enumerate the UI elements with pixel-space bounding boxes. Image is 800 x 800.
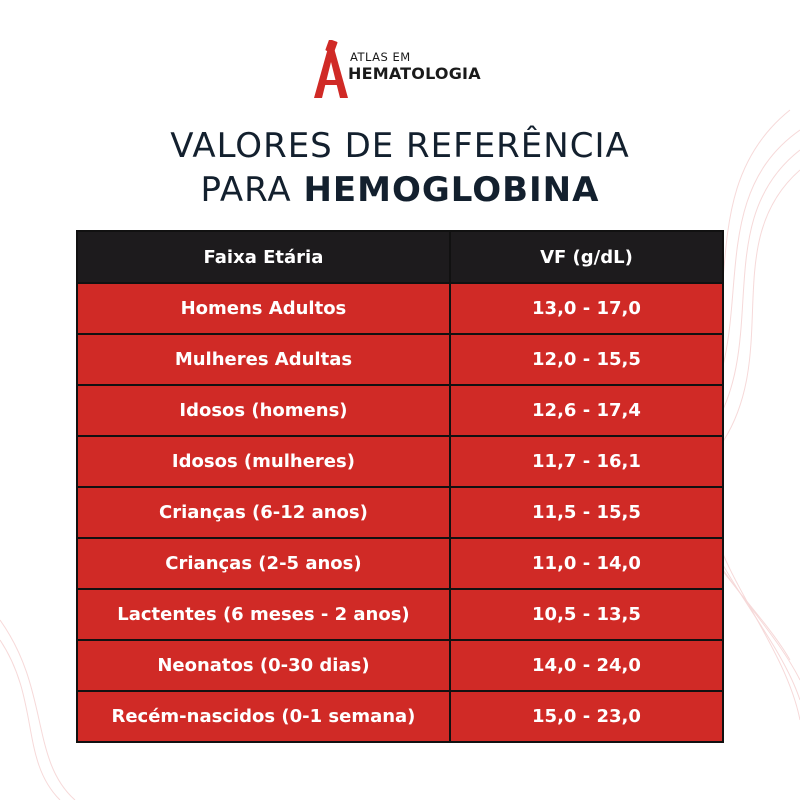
table-row: Crianças (2-5 anos) 11,0 - 14,0 bbox=[76, 537, 725, 590]
title-bold: HEMOGLOBINA bbox=[303, 170, 600, 210]
value-cell: 12,0 - 15,5 bbox=[448, 333, 725, 386]
brand-line1: ATLAS EM bbox=[350, 50, 411, 64]
table-row: Idosos (homens) 12,6 - 17,4 bbox=[76, 384, 725, 437]
value-cell: 12,6 - 17,4 bbox=[448, 384, 725, 437]
atlas-logo: ATLAS EM HEMATOLOGIA bbox=[308, 38, 498, 100]
table-row: Mulheres Adultas 12,0 - 15,5 bbox=[76, 333, 725, 386]
value-cell: 15,0 - 23,0 bbox=[448, 690, 725, 743]
value-cell: 10,5 - 13,5 bbox=[448, 588, 725, 641]
reference-table: Faixa Etária VF (g/dL) Homens Adultos 13… bbox=[76, 230, 725, 743]
brand-line2: HEMATOLOGIA bbox=[348, 64, 481, 83]
table-row: Recém-nascidos (0-1 semana) 15,0 - 23,0 bbox=[76, 690, 725, 743]
value-cell: 11,7 - 16,1 bbox=[448, 435, 725, 488]
page-title-line2: PARA HEMOGLOBINA bbox=[0, 170, 800, 210]
title-prefix: PARA bbox=[200, 170, 304, 210]
value-cell: 11,0 - 14,0 bbox=[448, 537, 725, 590]
age-group-cell: Crianças (6-12 anos) bbox=[76, 486, 451, 539]
page-title-line1: VALORES DE REFERÊNCIA bbox=[170, 126, 630, 166]
age-group-cell: Idosos (mulheres) bbox=[76, 435, 451, 488]
table-row: Neonatos (0-30 dias) 14,0 - 24,0 bbox=[76, 639, 725, 692]
age-group-cell: Neonatos (0-30 dias) bbox=[76, 639, 451, 692]
header-reference-value: VF (g/dL) bbox=[448, 230, 725, 284]
table-header-row: Faixa Etária VF (g/dL) bbox=[76, 230, 725, 284]
table-row: Crianças (6-12 anos) 11,5 - 15,5 bbox=[76, 486, 725, 539]
value-cell: 11,5 - 15,5 bbox=[448, 486, 725, 539]
microscope-icon bbox=[314, 40, 348, 98]
age-group-cell: Homens Adultos bbox=[76, 282, 451, 335]
value-cell: 13,0 - 17,0 bbox=[448, 282, 725, 335]
age-group-cell: Crianças (2-5 anos) bbox=[76, 537, 451, 590]
age-group-cell: Idosos (homens) bbox=[76, 384, 451, 437]
table-row: Homens Adultos 13,0 - 17,0 bbox=[76, 282, 725, 335]
header-age-group: Faixa Etária bbox=[76, 230, 451, 284]
table-row: Lactentes (6 meses - 2 anos) 10,5 - 13,5 bbox=[76, 588, 725, 641]
value-cell: 14,0 - 24,0 bbox=[448, 639, 725, 692]
age-group-cell: Recém-nascidos (0-1 semana) bbox=[76, 690, 451, 743]
age-group-cell: Lactentes (6 meses - 2 anos) bbox=[76, 588, 451, 641]
table-row: Idosos (mulheres) 11,7 - 16,1 bbox=[76, 435, 725, 488]
age-group-cell: Mulheres Adultas bbox=[76, 333, 451, 386]
